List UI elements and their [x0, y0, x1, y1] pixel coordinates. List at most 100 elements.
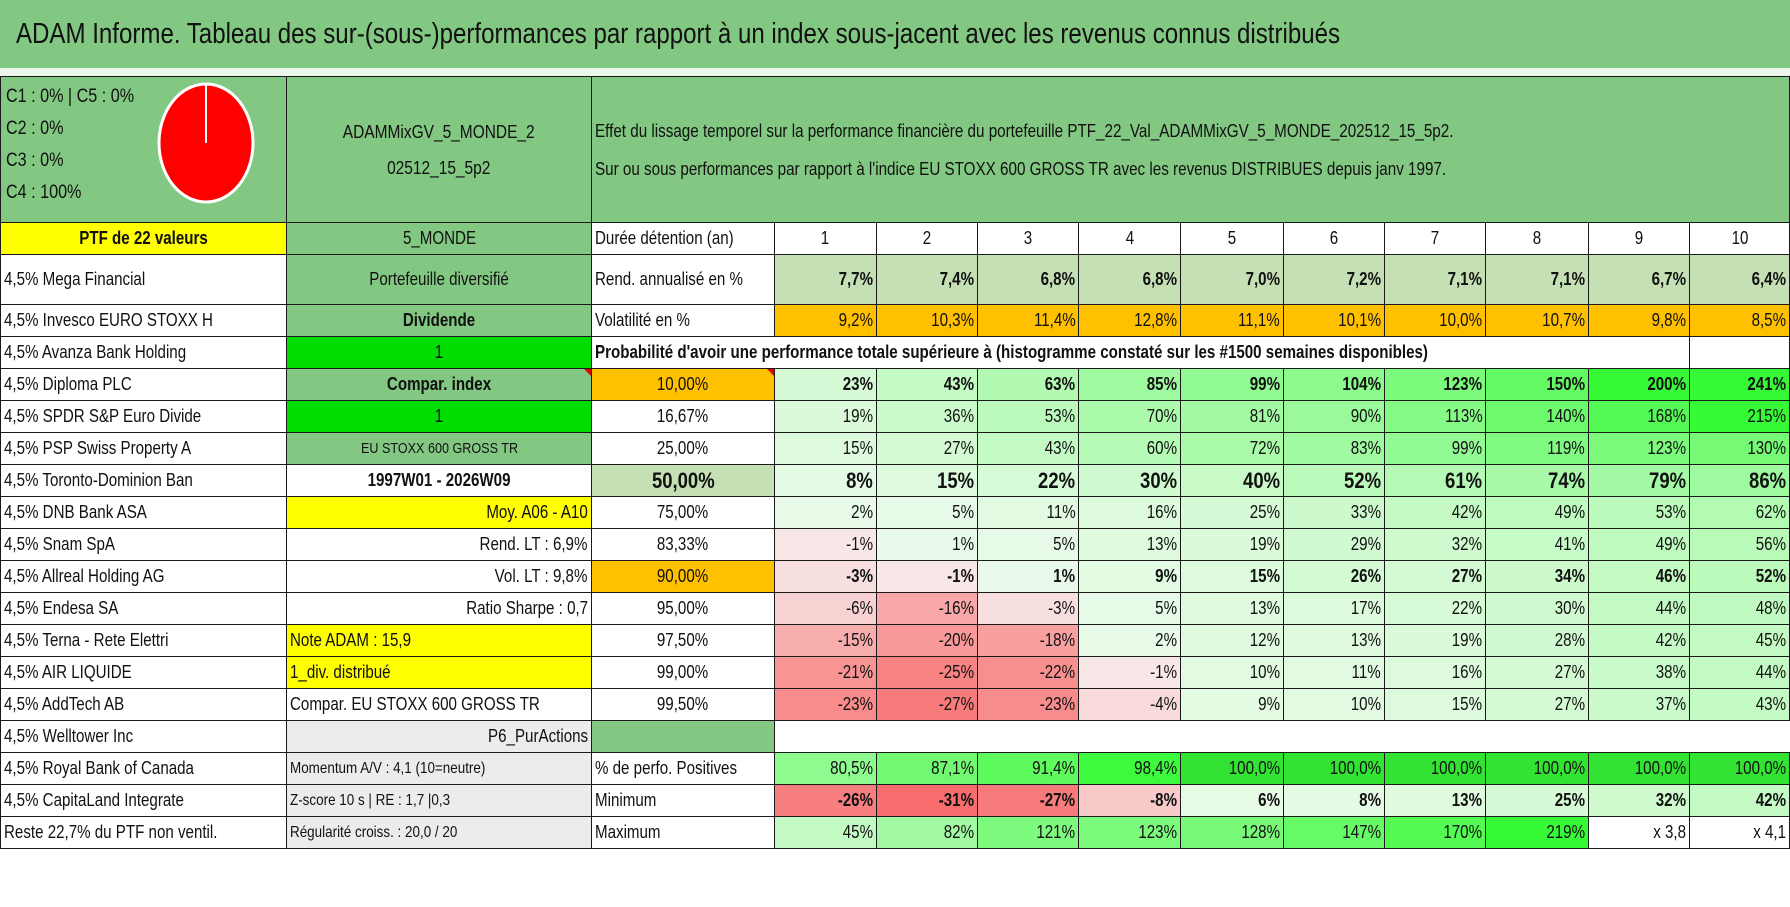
prob-value[interactable]: 123%: [1384, 368, 1487, 401]
blank-cell[interactable]: [774, 720, 877, 753]
prob-value[interactable]: 72%: [1180, 432, 1284, 465]
prob-value[interactable]: 19%: [1180, 528, 1284, 561]
duration-label[interactable]: Durée détention (an): [590, 222, 775, 255]
minimum-value[interactable]: 13%: [1384, 784, 1487, 817]
vol-label[interactable]: Volatilité en %: [590, 304, 775, 337]
maximum-value[interactable]: 121%: [977, 816, 1080, 849]
info-momentum[interactable]: Momentum A/V : 4,1 (10=neutre): [286, 752, 592, 785]
prob-value[interactable]: 1%: [977, 560, 1080, 593]
prob-value[interactable]: 43%: [1689, 688, 1790, 721]
prob-value[interactable]: 15%: [1180, 560, 1284, 593]
prob-value[interactable]: -15%: [773, 624, 878, 657]
prob-value[interactable]: 90%: [1282, 400, 1386, 433]
prob-value[interactable]: 42%: [1384, 496, 1487, 529]
prob-value[interactable]: 2%: [773, 496, 878, 529]
holding-row-label[interactable]: 4,5% SPDR S&P Euro Divide: [0, 400, 288, 433]
prob-value[interactable]: 15%: [773, 432, 878, 465]
prob-value[interactable]: 60%: [1078, 432, 1182, 465]
prob-value[interactable]: 81%: [1180, 400, 1284, 433]
prob-value[interactable]: 13%: [1180, 592, 1284, 625]
prob-value[interactable]: 19%: [773, 400, 878, 433]
prob-value[interactable]: 79%: [1587, 464, 1691, 497]
prob-value[interactable]: 38%: [1587, 656, 1691, 689]
positives-value[interactable]: 80,5%: [773, 752, 878, 785]
info-cell[interactable]: Dividende: [286, 304, 592, 337]
positives-value[interactable]: 91,4%: [977, 752, 1080, 785]
prob-value[interactable]: 27%: [875, 432, 979, 465]
zone-label[interactable]: 5_MONDE: [286, 222, 592, 255]
prob-value[interactable]: 130%: [1689, 432, 1790, 465]
maximum-value[interactable]: 170%: [1384, 816, 1487, 849]
rend-value[interactable]: 7,0%: [1180, 254, 1284, 305]
minimum-value[interactable]: 42%: [1689, 784, 1790, 817]
quantile-level[interactable]: 97,50%: [590, 624, 775, 657]
prob-value[interactable]: 34%: [1485, 560, 1589, 593]
prob-value[interactable]: 27%: [1485, 688, 1589, 721]
info-moy[interactable]: Moy. A06 - A10: [286, 496, 592, 529]
vol-value[interactable]: 11,1%: [1180, 304, 1284, 337]
prob-title[interactable]: Probabilité d'avoir une performance tota…: [590, 336, 1691, 369]
maximum-value[interactable]: 82%: [875, 816, 979, 849]
prob-value[interactable]: 25%: [1180, 496, 1284, 529]
prob-value[interactable]: 11%: [1282, 656, 1386, 689]
info-regularite[interactable]: Régularité croiss. : 20,0 / 20: [286, 816, 592, 849]
prob-value[interactable]: -1%: [1078, 656, 1182, 689]
prob-value[interactable]: -22%: [977, 656, 1080, 689]
prob-value[interactable]: 26%: [1282, 560, 1386, 593]
prob-value[interactable]: 37%: [1587, 688, 1691, 721]
prob-value[interactable]: 119%: [1485, 432, 1589, 465]
maximum-label[interactable]: Maximum: [590, 816, 775, 849]
maximum-value[interactable]: 147%: [1282, 816, 1386, 849]
quantile-level[interactable]: 16,67%: [590, 400, 775, 433]
prob-value[interactable]: -18%: [977, 624, 1080, 657]
prob-value[interactable]: 13%: [1282, 624, 1386, 657]
rend-value[interactable]: 6,4%: [1689, 254, 1790, 305]
info-category[interactable]: P6_PurActions: [286, 720, 592, 753]
vol-value[interactable]: 10,3%: [875, 304, 979, 337]
blank-cell[interactable]: [876, 720, 978, 753]
prob-value[interactable]: 113%: [1384, 400, 1487, 433]
quantile-level[interactable]: 83,33%: [590, 528, 775, 561]
prob-value[interactable]: 42%: [1587, 624, 1691, 657]
holding-row-label[interactable]: 4,5% Terna - Rete Elettri: [0, 624, 288, 657]
vol-value[interactable]: 10,1%: [1282, 304, 1386, 337]
prob-value[interactable]: 30%: [1078, 464, 1182, 497]
prob-value[interactable]: 12%: [1180, 624, 1284, 657]
vol-value[interactable]: 8,5%: [1689, 304, 1790, 337]
prob-value[interactable]: 27%: [1384, 560, 1487, 593]
positives-value[interactable]: 100,0%: [1282, 752, 1386, 785]
positives-value[interactable]: 87,1%: [875, 752, 979, 785]
prob-value[interactable]: 29%: [1282, 528, 1386, 561]
holding-row-label[interactable]: 4,5% PSP Swiss Property A: [0, 432, 288, 465]
prob-value[interactable]: -16%: [875, 592, 979, 625]
year-header-10[interactable]: 10: [1689, 222, 1790, 255]
prob-value[interactable]: -25%: [875, 656, 979, 689]
prob-value[interactable]: 11%: [977, 496, 1080, 529]
rend-value[interactable]: 6,8%: [1078, 254, 1182, 305]
holding-row-label[interactable]: 4,5% Diploma PLC: [0, 368, 288, 401]
positives-value[interactable]: 100,0%: [1180, 752, 1284, 785]
positives-value[interactable]: 100,0%: [1485, 752, 1589, 785]
prob-value[interactable]: 140%: [1485, 400, 1589, 433]
year-header-7[interactable]: 7: [1384, 222, 1487, 255]
prob-value[interactable]: 10%: [1282, 688, 1386, 721]
quantile-level[interactable]: 90,00%: [590, 560, 775, 593]
prob-value[interactable]: 15%: [875, 464, 979, 497]
prob-value[interactable]: 23%: [773, 368, 878, 401]
blank-cell[interactable]: [1180, 720, 1284, 753]
prob-value[interactable]: 2%: [1078, 624, 1182, 657]
rend-value[interactable]: 7,2%: [1282, 254, 1386, 305]
prob-value[interactable]: 19%: [1384, 624, 1487, 657]
positives-value[interactable]: 98,4%: [1078, 752, 1182, 785]
maximum-value[interactable]: 123%: [1078, 816, 1182, 849]
holding-row-label[interactable]: 4,5% Snam SpA: [0, 528, 288, 561]
prob-value[interactable]: 53%: [1587, 496, 1691, 529]
info-div[interactable]: 1_div. distribué: [286, 656, 592, 689]
empty-cell[interactable]: [1689, 336, 1790, 369]
prob-value[interactable]: 41%: [1485, 528, 1589, 561]
prob-value[interactable]: -3%: [773, 560, 878, 593]
vol-value[interactable]: 9,2%: [773, 304, 878, 337]
quantile-level[interactable]: 10,00%: [590, 368, 775, 401]
prob-value[interactable]: -21%: [773, 656, 878, 689]
prob-value[interactable]: -20%: [875, 624, 979, 657]
